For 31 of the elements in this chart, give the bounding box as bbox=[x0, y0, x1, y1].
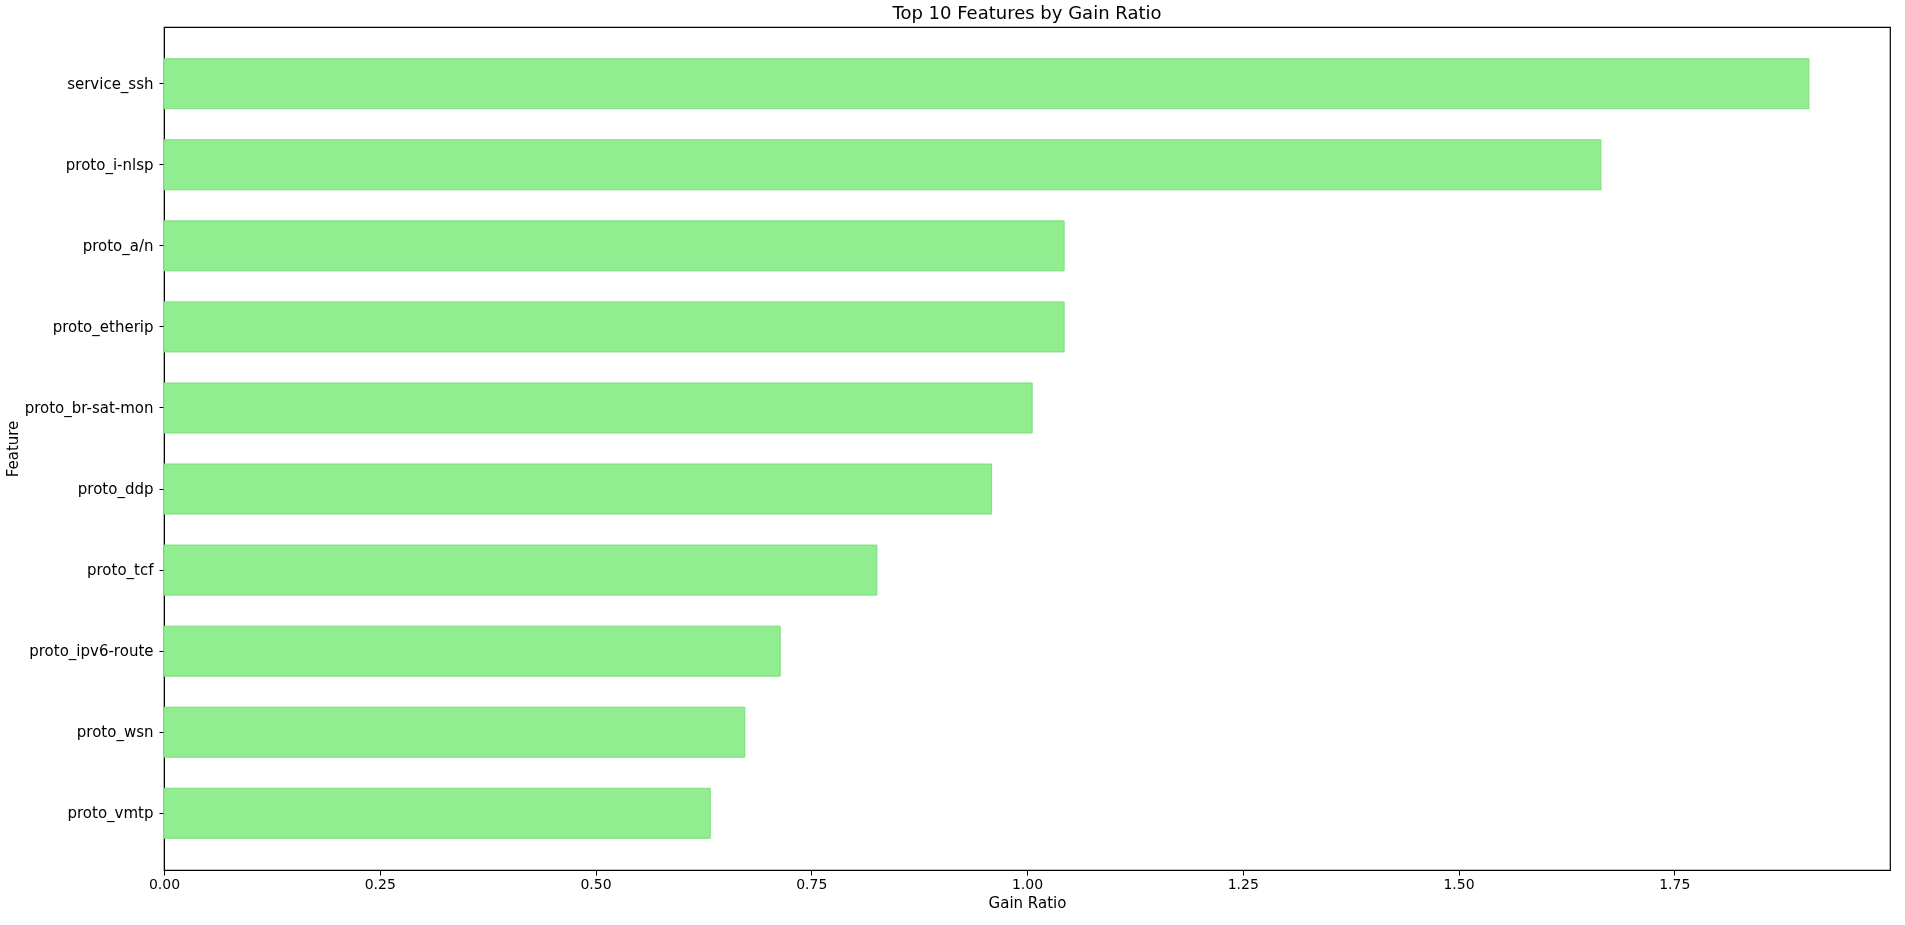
bar bbox=[163, 220, 1065, 272]
bar bbox=[163, 58, 1810, 110]
x-tick-label: 0.75 bbox=[796, 875, 828, 892]
bar bbox=[163, 382, 1033, 434]
x-axis-title: Gain Ratio bbox=[988, 893, 1067, 912]
y-tick-label: service_ssh bbox=[67, 74, 154, 94]
x-tick-label: 0.25 bbox=[364, 875, 396, 892]
x-tick-label: 0.00 bbox=[148, 875, 181, 892]
x-tick-label: 1.75 bbox=[1659, 875, 1691, 892]
y-tick-label: proto_vmtp bbox=[67, 804, 154, 824]
bar bbox=[163, 301, 1065, 353]
y-tick-label: proto_etherip bbox=[52, 317, 154, 337]
chart-title: Top 10 Features by Gain Ratio bbox=[891, 2, 1162, 23]
y-tick-label: proto_wsn bbox=[76, 723, 154, 743]
x-tick-label: 1.25 bbox=[1227, 875, 1259, 892]
y-tick-label: proto_br-sat-mon bbox=[24, 398, 154, 418]
bar bbox=[163, 706, 746, 758]
x-tick-label: 1.00 bbox=[1011, 875, 1044, 892]
bar bbox=[163, 787, 711, 839]
y-tick-label: proto_tcf bbox=[86, 561, 155, 581]
bar bbox=[163, 463, 993, 515]
y-tick-label: proto_ipv6-route bbox=[29, 642, 154, 662]
x-tick-label: 0.50 bbox=[580, 875, 612, 892]
bar bbox=[163, 625, 781, 677]
bar bbox=[163, 139, 1602, 191]
bar bbox=[163, 544, 878, 596]
y-tick-label: proto_ddp bbox=[77, 480, 154, 500]
y-tick-label: proto_i-nlsp bbox=[65, 155, 154, 175]
y-axis-title: Feature bbox=[3, 420, 22, 478]
y-tick-label: proto_a/n bbox=[82, 236, 154, 256]
x-tick-label: 1.50 bbox=[1443, 875, 1475, 892]
